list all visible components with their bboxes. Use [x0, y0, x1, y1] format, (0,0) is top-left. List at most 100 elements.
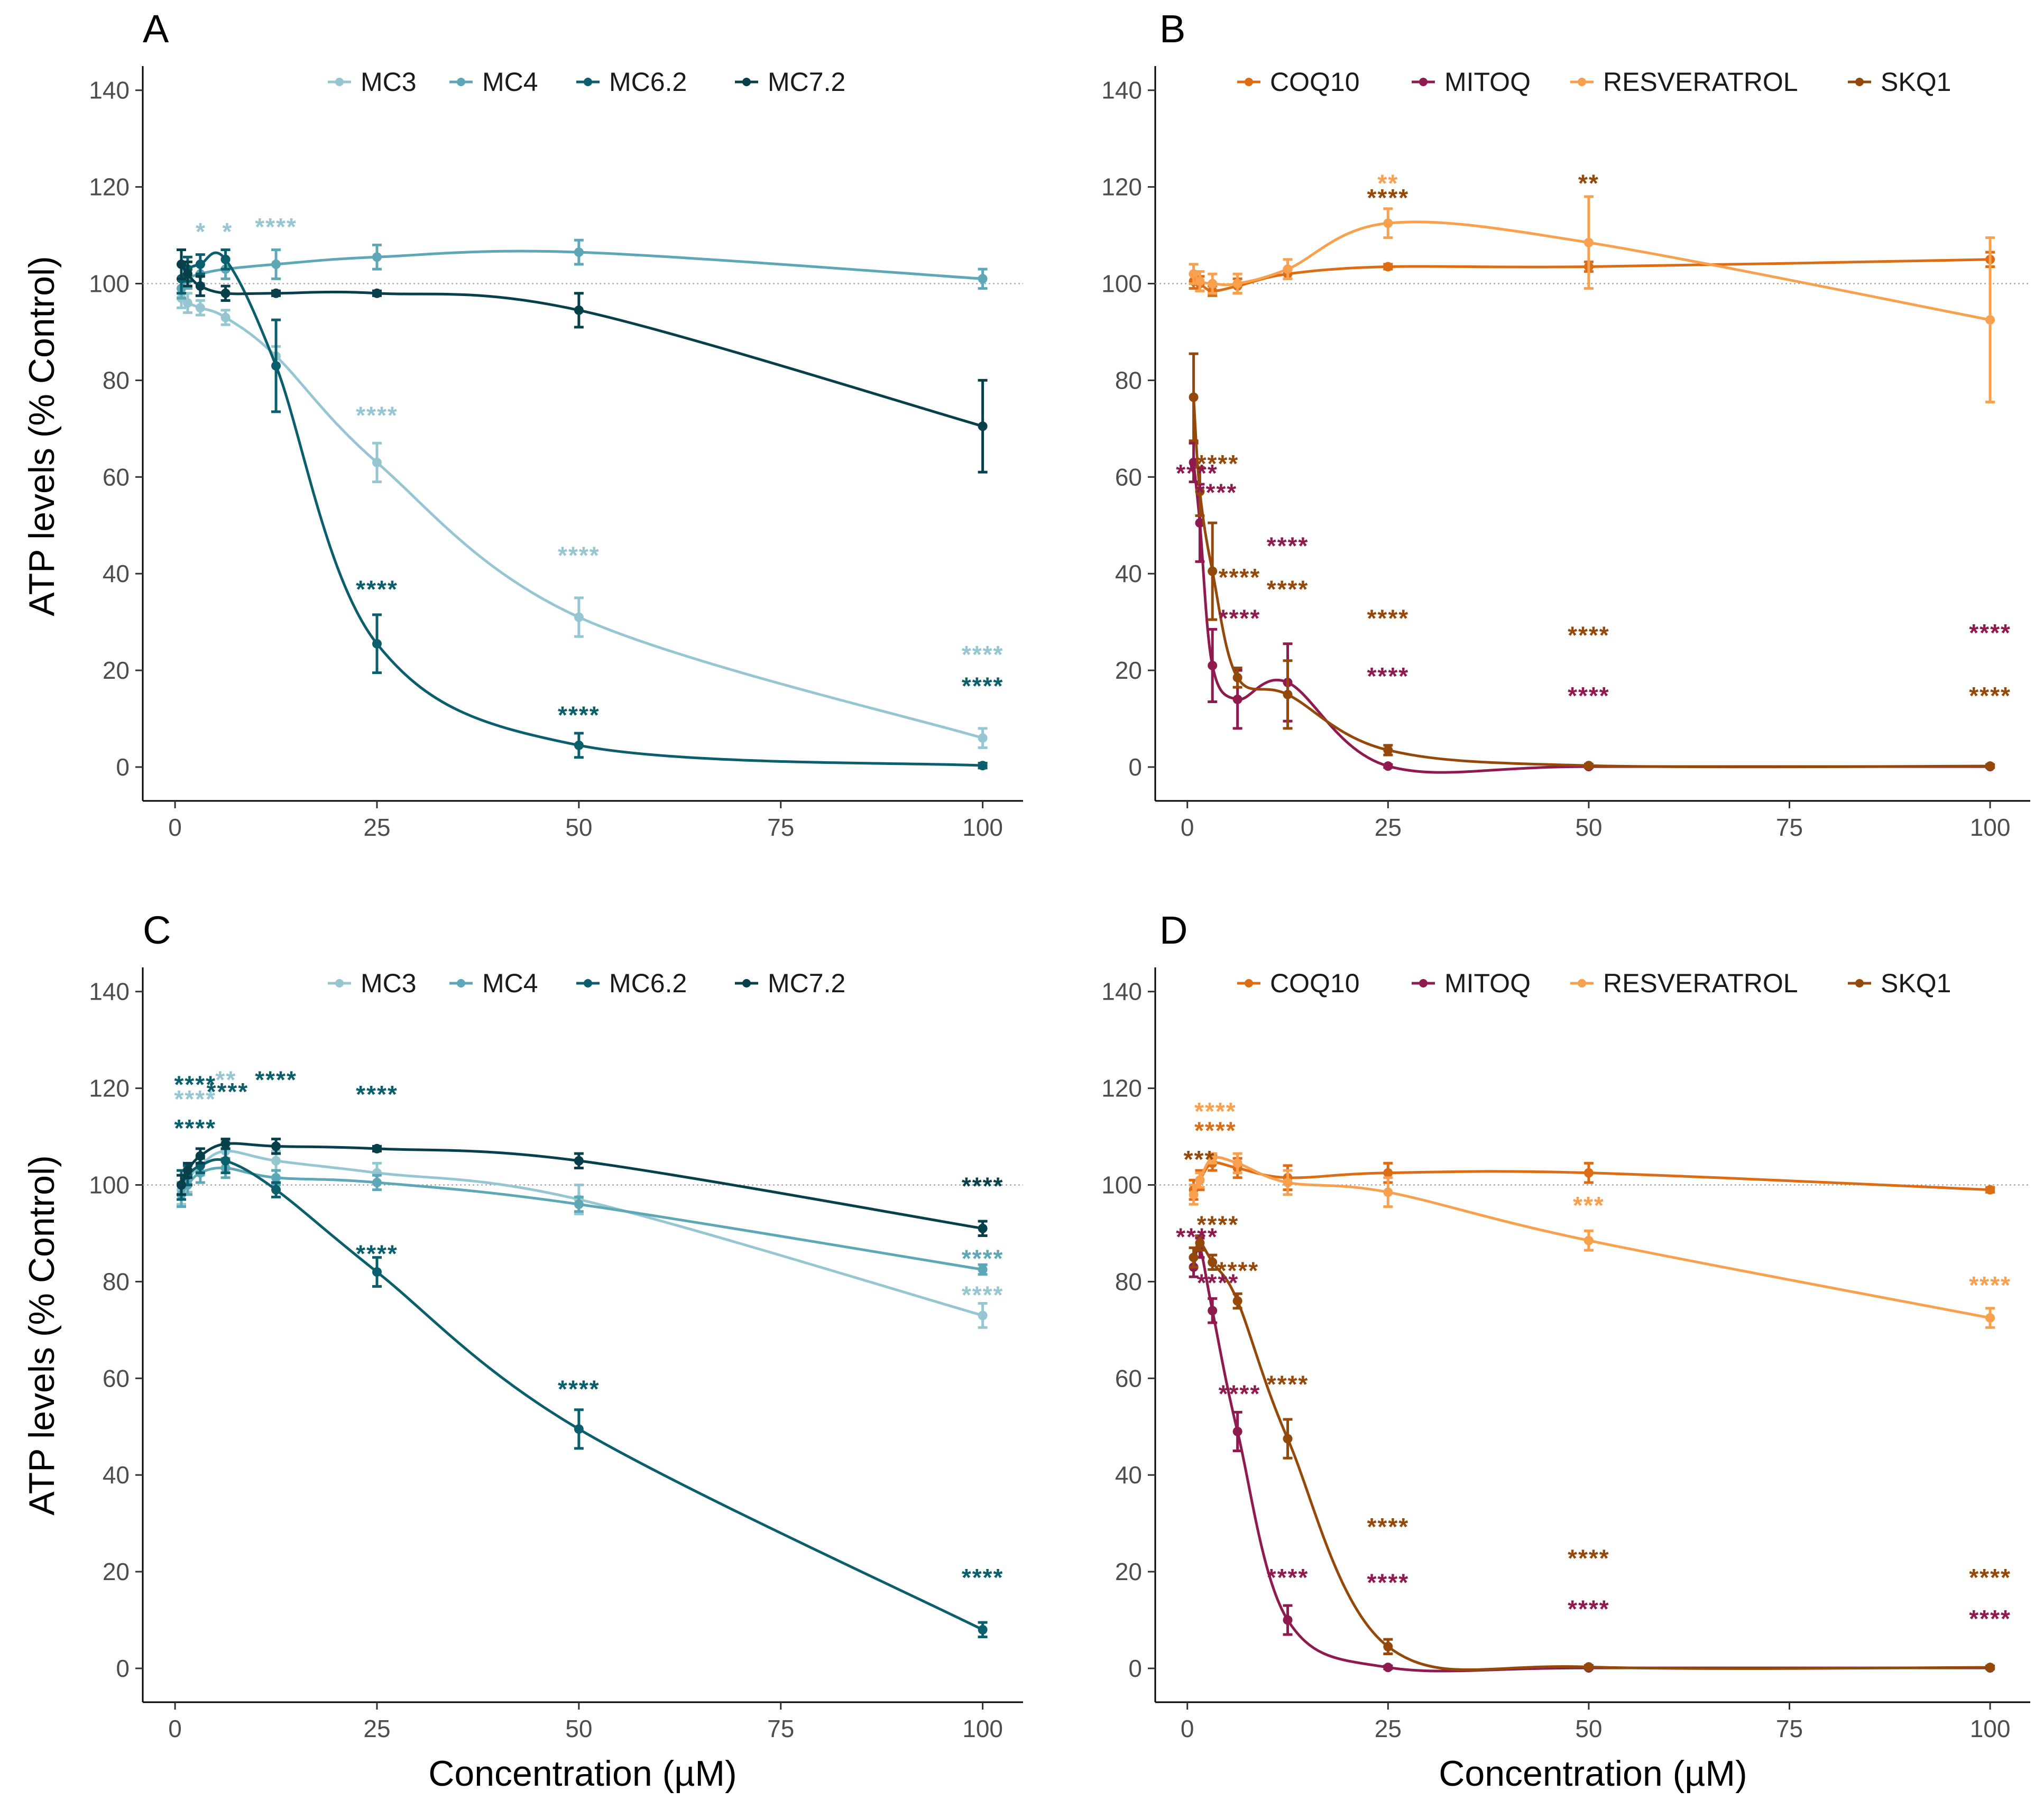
legend-label: MC6.2 — [609, 968, 687, 998]
data-point — [1283, 1615, 1293, 1625]
significance-label: **** — [1219, 564, 1261, 591]
series-line — [1192, 397, 1991, 769]
data-point — [1232, 1296, 1242, 1306]
y-tick-label: 60 — [1115, 1364, 1142, 1392]
significance-label: **** — [1969, 1605, 2011, 1632]
data-point — [220, 288, 231, 298]
legend-swatch-dot — [584, 78, 592, 86]
series-mc3 — [177, 287, 988, 749]
y-tick-label: 80 — [103, 1268, 130, 1295]
data-point — [271, 259, 281, 269]
significance-label: **** — [1367, 605, 1410, 632]
series-line — [180, 263, 983, 428]
y-tick-label: 0 — [116, 1655, 130, 1682]
significance-label: **** — [1194, 1116, 1237, 1144]
significance-label: *** — [1573, 1192, 1605, 1219]
data-point — [1195, 276, 1205, 286]
data-point — [1189, 392, 1199, 402]
data-point — [177, 1180, 187, 1190]
series-mitoq — [1189, 441, 1995, 774]
significance-label: **** — [356, 1081, 398, 1108]
data-point — [1195, 1175, 1205, 1185]
data-point — [574, 1424, 584, 1434]
significance-label: **** — [1267, 532, 1309, 559]
significance-label: **** — [1969, 682, 2011, 709]
significance-label: ** — [1578, 169, 1599, 197]
data-point — [220, 312, 231, 322]
legend-swatch-dot — [1578, 979, 1586, 987]
significance-label: **** — [1197, 1211, 1239, 1239]
x-tick-label: 25 — [363, 1715, 390, 1742]
significance-label: **** — [1195, 479, 1238, 506]
data-point — [1208, 1153, 1218, 1164]
data-point — [1985, 315, 1995, 325]
data-point — [1383, 745, 1393, 755]
data-point — [1195, 1238, 1205, 1248]
data-point — [1383, 218, 1393, 228]
legend-label: MC4 — [482, 67, 538, 97]
significance-label: **** — [1367, 1513, 1410, 1540]
y-tick-label: 140 — [1101, 978, 1142, 1005]
panels: A 0 20 40 60 80 100 120 140 0 25 50 75 100 MC3 MC4 MC6.2… — [89, 7, 2030, 1742]
data-point — [1208, 1257, 1218, 1267]
x-tick-label: 0 — [168, 814, 182, 841]
data-point — [1383, 262, 1393, 272]
legend-swatch-dot — [742, 78, 751, 86]
legend-swatch-dot — [1578, 78, 1586, 86]
series-resveratrol — [1189, 195, 1995, 404]
x-tick-label: 25 — [1375, 1715, 1402, 1742]
significance-label: **** — [1217, 1257, 1259, 1285]
data-point — [372, 1267, 382, 1277]
x-tick-label: 100 — [1970, 1715, 2011, 1742]
legend-swatch-dot — [742, 979, 751, 987]
significance-label: **** — [558, 542, 600, 569]
data-point — [1383, 1187, 1393, 1197]
series-line — [180, 251, 983, 767]
y-tick-label: 0 — [1128, 1655, 1142, 1682]
legend-label: MC7.2 — [768, 67, 845, 97]
series-resveratrol — [1189, 1152, 1995, 1329]
legend-label: MC7.2 — [768, 968, 845, 998]
y-tick-label: 140 — [1101, 77, 1142, 104]
significance-label: **** — [1969, 1564, 2011, 1591]
data-point — [1583, 761, 1594, 771]
data-point — [271, 1185, 281, 1195]
y-tick-label: 80 — [1115, 1268, 1142, 1295]
significance-label: **** — [1367, 662, 1410, 690]
series-mc4 — [177, 1157, 988, 1276]
legend-swatch-dot — [584, 979, 592, 987]
data-point — [1985, 1313, 1995, 1323]
significance-label: **** — [1568, 682, 1610, 709]
significance-label: **** — [174, 1085, 216, 1113]
data-point — [574, 612, 584, 622]
data-point — [574, 1199, 584, 1210]
data-point — [1985, 761, 1995, 771]
series-mc4 — [177, 238, 988, 300]
significance-label: **** — [1267, 1370, 1309, 1398]
significance-label: **** — [962, 641, 1004, 668]
y-tick-label: 100 — [89, 1171, 130, 1199]
significance-label: **** — [1969, 619, 2011, 647]
significance-label: **** — [1568, 1595, 1610, 1623]
series-line — [180, 1149, 983, 1317]
x-axis-title-right: Concentration (µM) — [1439, 1753, 1747, 1794]
x-tick-label: 50 — [1575, 814, 1602, 841]
data-point — [372, 457, 382, 467]
legend-label: COQ10 — [1270, 67, 1360, 97]
data-point — [978, 1223, 988, 1233]
y-tick-label: 40 — [1115, 560, 1142, 587]
significance-label: **** — [1219, 605, 1261, 632]
data-point — [1383, 1641, 1393, 1651]
series-mc7-2 — [177, 1138, 988, 1238]
y-tick-label: 80 — [1115, 366, 1142, 394]
data-point — [1283, 264, 1293, 274]
legend-swatch-dot — [457, 979, 465, 987]
legend-swatch-dot — [1855, 78, 1864, 86]
significance-label: **** — [962, 1281, 1004, 1308]
significance-label: **** — [1267, 576, 1309, 603]
data-point — [1583, 1168, 1594, 1178]
y-axis-title-bottom: ATP levels (% Control) — [22, 1155, 62, 1515]
series-skq1 — [1189, 352, 1995, 771]
data-point — [182, 1166, 192, 1176]
data-point — [1189, 1252, 1199, 1262]
